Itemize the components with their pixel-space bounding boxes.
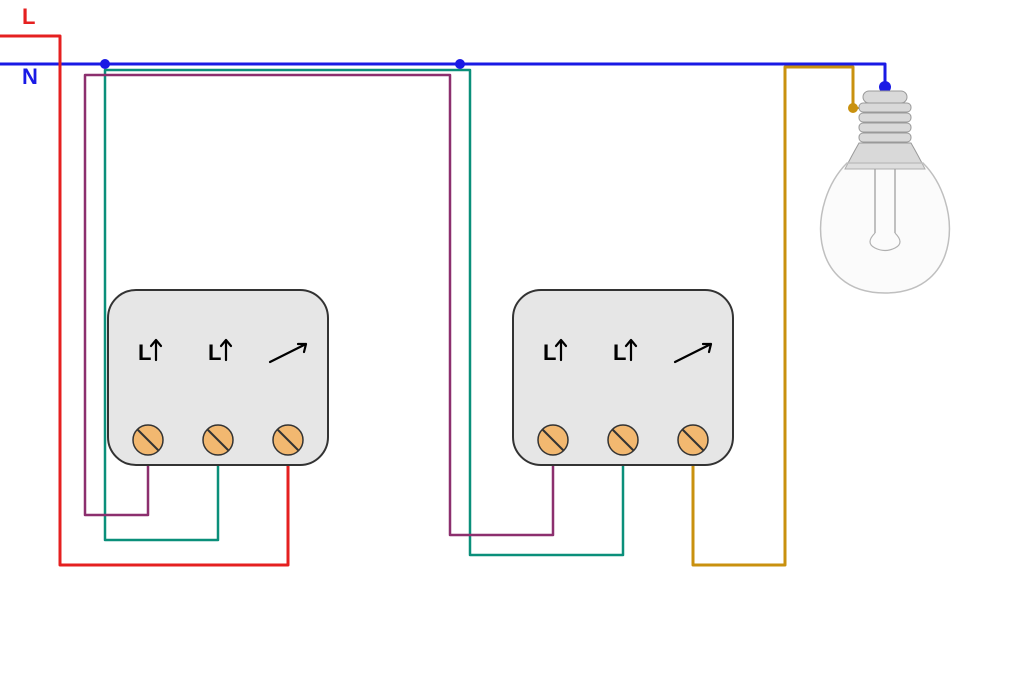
wiring-diagram: LNLLLL xyxy=(0,0,1024,675)
dimmer-right-label-L1: L xyxy=(543,340,556,365)
dimmer-right: LL xyxy=(513,290,733,465)
label-L: L xyxy=(22,4,35,29)
node-blueTap1 xyxy=(100,59,110,69)
dimmer-left: LL xyxy=(108,290,328,465)
node-blueTap2 xyxy=(455,59,465,69)
dimmer-left-label-L1: L xyxy=(138,340,151,365)
dimmer-right-label-L2: L xyxy=(613,340,626,365)
dimmer-left-label-L2: L xyxy=(208,340,221,365)
light-bulb xyxy=(821,91,950,293)
label-N: N xyxy=(22,64,38,89)
node-goldEnd xyxy=(848,103,858,113)
